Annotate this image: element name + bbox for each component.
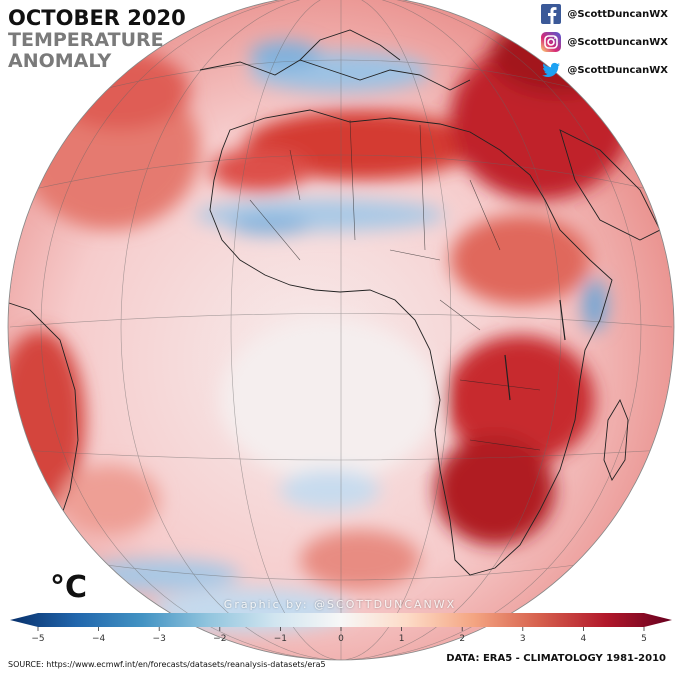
colorbar-tick-label: 4 xyxy=(581,634,587,644)
subtitle-line1: TEMPERATURE xyxy=(8,29,164,51)
instagram-icon xyxy=(541,32,562,52)
data-note: DATA: ERA5 - CLIMATOLOGY 1981-2010 xyxy=(446,653,666,664)
graticule xyxy=(8,0,674,660)
colorbar-svg: −5 −4 −3 −2 −1 0 1 2 3 4 5 xyxy=(10,613,672,644)
globe-disc xyxy=(8,0,674,660)
colorbar-tick-label: −2 xyxy=(213,634,226,644)
colorbar-tick-label: 0 xyxy=(338,634,344,644)
twitter-handle[interactable]: @ScottDuncanWX xyxy=(567,64,668,76)
unit-label: °C xyxy=(50,570,88,605)
facebook-handle[interactable]: @ScottDuncanWX xyxy=(567,8,668,20)
colorbar-ticks: −5 −4 −3 −2 −1 0 1 2 3 4 5 xyxy=(31,627,647,644)
source-note: SOURCE: https://www.ecmwf.int/en/forecas… xyxy=(8,660,326,669)
page-title: OCTOBER 2020 xyxy=(8,6,186,30)
social-row-instagram[interactable]: @ScottDuncanWX xyxy=(541,32,668,52)
colorbar-tick-label: −4 xyxy=(92,634,106,644)
social-links: @ScottDuncanWX @ScottDuncanWX @ScottDunc… xyxy=(541,4,668,88)
colorbar-tick-label: −5 xyxy=(31,634,44,644)
header: OCTOBER 2020 TEMPERATURE ANOMALY xyxy=(8,6,186,72)
subtitle-line2: ANOMALY xyxy=(8,50,112,72)
colorbar-tick-label: 1 xyxy=(399,634,405,644)
colorbar-tick-label: −3 xyxy=(153,634,166,644)
colorbar: −5 −4 −3 −2 −1 0 1 2 3 4 5 xyxy=(0,608,680,648)
colorbar-tick-label: 2 xyxy=(459,634,465,644)
twitter-icon xyxy=(542,62,561,77)
social-row-facebook[interactable]: @ScottDuncanWX xyxy=(541,4,668,24)
graphic-credit: Graphic by: @SCOTTDUNCANWX xyxy=(223,598,457,611)
facebook-icon xyxy=(541,4,562,24)
social-row-twitter[interactable]: @ScottDuncanWX xyxy=(541,60,668,80)
colorbar-tick-label: −1 xyxy=(274,634,287,644)
colorbar-tick-label: 5 xyxy=(641,634,647,644)
colorbar-bar xyxy=(10,613,672,627)
instagram-handle[interactable]: @ScottDuncanWX xyxy=(567,36,668,48)
colorbar-tick-label: 3 xyxy=(520,634,526,644)
